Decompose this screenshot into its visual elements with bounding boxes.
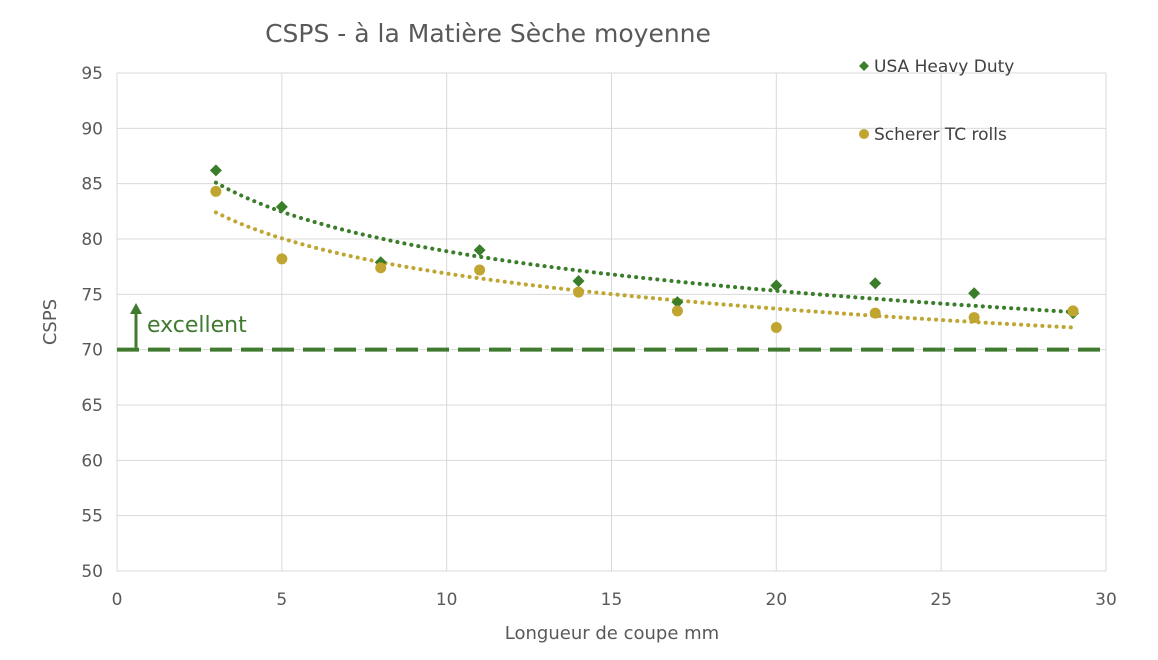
legend: USA Heavy Duty Scherer TC rolls [859, 57, 1014, 145]
legend-circle-marker [859, 129, 869, 139]
x-tick-label: 0 [112, 590, 123, 610]
y-axis-title: CSPS [40, 299, 61, 345]
y-tick-label: 95 [81, 64, 103, 84]
circle-marker [869, 307, 881, 319]
y-tick-label: 90 [81, 119, 103, 139]
y-tick-label: 75 [81, 285, 103, 305]
y-tick-label: 85 [81, 175, 103, 195]
y-tick-labels: 50 55 60 65 70 75 80 85 90 95 [81, 64, 103, 582]
chart-title: CSPS - à la Matière Sèche moyenne [265, 19, 711, 48]
x-tick-label: 25 [930, 590, 952, 610]
circle-marker [770, 322, 782, 334]
annotation-arrow-head [130, 303, 142, 314]
x-tick-label: 10 [436, 590, 458, 610]
circle-marker [210, 185, 222, 197]
y-tick-label: 70 [81, 341, 103, 361]
circle-marker [573, 286, 585, 298]
legend-entry-label: USA Heavy Duty [874, 57, 1014, 77]
diamond-marker [572, 275, 585, 288]
diamond-marker [473, 244, 486, 257]
annotation-label: excellent [147, 313, 247, 338]
trendlines [213, 180, 1075, 330]
diamond-marker [968, 287, 981, 300]
circle-marker [474, 264, 486, 276]
circle-marker [671, 305, 683, 317]
x-tick-label: 15 [601, 590, 623, 610]
x-axis-title: Longueur de coupe mm [505, 623, 719, 644]
x-tick-label: 5 [276, 590, 287, 610]
circle-marker [375, 262, 387, 274]
x-tick-labels: 0 5 10 15 20 25 30 [112, 590, 1117, 610]
y-tick-label: 60 [81, 451, 103, 471]
circle-marker [276, 253, 288, 265]
diamond-marker [671, 296, 684, 309]
legend-entry-label: Scherer TC rolls [874, 125, 1007, 145]
diamond-marker [859, 61, 869, 71]
data-points [209, 164, 1080, 334]
circle-marker [1067, 305, 1079, 317]
y-tick-label: 80 [81, 230, 103, 250]
excellent-annotation: excellent [130, 303, 247, 348]
y-tick-label: 65 [81, 396, 103, 416]
circle-marker [968, 312, 980, 324]
trendline [213, 180, 1075, 314]
x-tick-label: 20 [766, 590, 788, 610]
diamond-marker [770, 279, 783, 292]
y-tick-label: 50 [81, 562, 103, 582]
diamond-marker [869, 277, 882, 290]
x-tick-label: 30 [1095, 590, 1117, 610]
trendline [213, 210, 1075, 330]
diamond-marker [275, 200, 288, 213]
diamond-marker [209, 164, 222, 177]
y-tick-label: 55 [81, 507, 103, 527]
